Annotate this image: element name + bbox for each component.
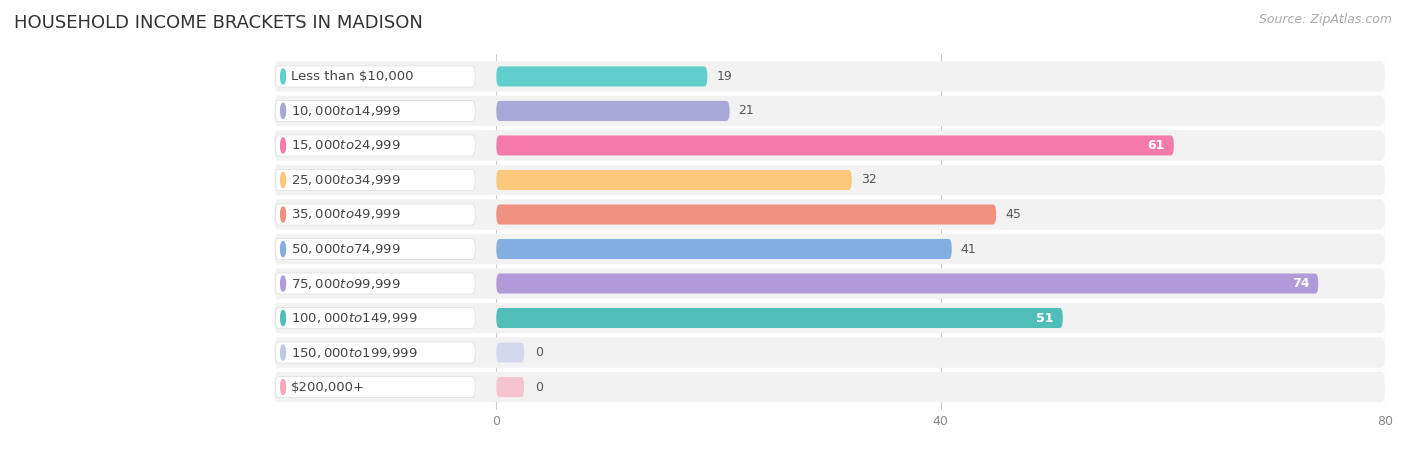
FancyBboxPatch shape: [274, 165, 1385, 195]
FancyBboxPatch shape: [276, 307, 475, 328]
FancyBboxPatch shape: [496, 204, 997, 225]
Circle shape: [281, 138, 285, 153]
FancyBboxPatch shape: [274, 372, 1385, 402]
FancyBboxPatch shape: [496, 274, 1319, 293]
FancyBboxPatch shape: [276, 273, 475, 294]
FancyBboxPatch shape: [276, 377, 475, 398]
Text: $75,000 to $99,999: $75,000 to $99,999: [291, 276, 401, 291]
FancyBboxPatch shape: [274, 268, 1385, 299]
Circle shape: [281, 69, 285, 84]
Text: 51: 51: [1036, 311, 1054, 324]
Text: 32: 32: [860, 174, 876, 186]
FancyBboxPatch shape: [276, 100, 475, 122]
Text: $15,000 to $24,999: $15,000 to $24,999: [291, 139, 401, 153]
Text: 19: 19: [716, 70, 733, 83]
Circle shape: [281, 241, 285, 256]
Text: 74: 74: [1292, 277, 1309, 290]
Circle shape: [281, 345, 285, 360]
FancyBboxPatch shape: [274, 130, 1385, 161]
Text: Less than $10,000: Less than $10,000: [291, 70, 413, 83]
Text: 0: 0: [536, 381, 543, 394]
FancyBboxPatch shape: [496, 308, 1063, 328]
Circle shape: [281, 379, 285, 395]
Text: HOUSEHOLD INCOME BRACKETS IN MADISON: HOUSEHOLD INCOME BRACKETS IN MADISON: [14, 14, 423, 32]
Text: Source: ZipAtlas.com: Source: ZipAtlas.com: [1258, 14, 1392, 27]
Text: $35,000 to $49,999: $35,000 to $49,999: [291, 207, 401, 221]
FancyBboxPatch shape: [496, 135, 1174, 155]
FancyBboxPatch shape: [276, 342, 475, 363]
Circle shape: [281, 276, 285, 291]
Text: $150,000 to $199,999: $150,000 to $199,999: [291, 346, 418, 360]
Text: $50,000 to $74,999: $50,000 to $74,999: [291, 242, 401, 256]
FancyBboxPatch shape: [276, 135, 475, 156]
Text: $100,000 to $149,999: $100,000 to $149,999: [291, 311, 418, 325]
Circle shape: [281, 310, 285, 326]
FancyBboxPatch shape: [276, 204, 475, 225]
FancyBboxPatch shape: [276, 238, 475, 260]
FancyBboxPatch shape: [274, 303, 1385, 333]
FancyBboxPatch shape: [274, 96, 1385, 126]
Text: $200,000+: $200,000+: [291, 381, 364, 394]
FancyBboxPatch shape: [274, 338, 1385, 368]
Text: $25,000 to $34,999: $25,000 to $34,999: [291, 173, 401, 187]
Text: 21: 21: [738, 104, 754, 117]
FancyBboxPatch shape: [274, 199, 1385, 230]
FancyBboxPatch shape: [496, 101, 730, 121]
FancyBboxPatch shape: [496, 170, 852, 190]
FancyBboxPatch shape: [274, 61, 1385, 92]
Circle shape: [281, 172, 285, 188]
Text: $10,000 to $14,999: $10,000 to $14,999: [291, 104, 401, 118]
Text: 41: 41: [960, 243, 976, 256]
FancyBboxPatch shape: [274, 234, 1385, 264]
Circle shape: [281, 207, 285, 222]
FancyBboxPatch shape: [276, 170, 475, 190]
FancyBboxPatch shape: [496, 342, 524, 363]
Text: 45: 45: [1005, 208, 1021, 221]
FancyBboxPatch shape: [496, 67, 707, 86]
Circle shape: [281, 104, 285, 118]
Text: 61: 61: [1147, 139, 1166, 152]
FancyBboxPatch shape: [496, 239, 952, 259]
FancyBboxPatch shape: [276, 66, 475, 87]
Text: 0: 0: [536, 346, 543, 359]
FancyBboxPatch shape: [496, 377, 524, 397]
